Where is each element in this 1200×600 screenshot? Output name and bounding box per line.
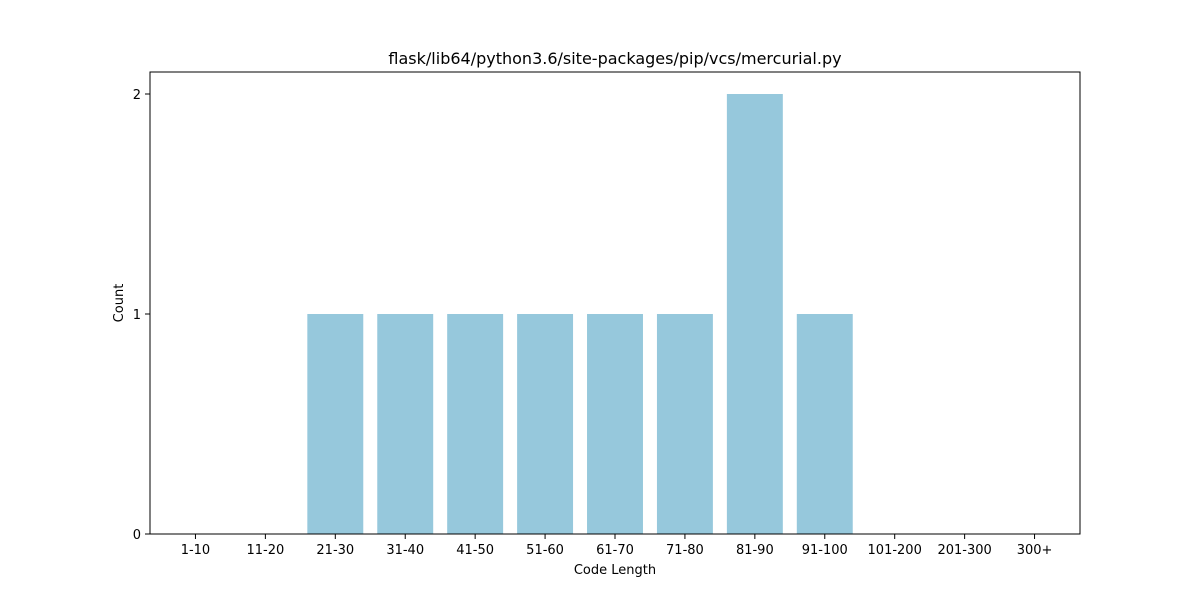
x-tick-label: 71-80 — [666, 543, 704, 558]
y-tick-label: 2 — [133, 88, 141, 103]
x-tick-label: 91-100 — [802, 543, 848, 558]
x-tick-label: 201-300 — [937, 543, 991, 558]
x-tick-label: 101-200 — [868, 543, 922, 558]
bars-layer — [307, 94, 853, 534]
y-axis: 0 1 2 — [133, 88, 150, 543]
x-axis-label: Code Length — [574, 563, 656, 578]
x-tick-label: 61-70 — [596, 543, 634, 558]
bar-21-30 — [307, 314, 364, 534]
x-tick-label: 1-10 — [181, 543, 211, 558]
x-tick-label: 11-20 — [246, 543, 284, 558]
y-axis-label: Count — [112, 284, 127, 323]
x-tick-label: 21-30 — [316, 543, 354, 558]
bar-81-90 — [726, 94, 783, 534]
bar-71-80 — [656, 314, 713, 534]
x-tick-label: 81-90 — [736, 543, 774, 558]
bar-61-70 — [587, 314, 643, 534]
x-axis: 1-10 11-20 21-30 31-40 41-50 51-60 61-70 71-80 8… — [181, 534, 1053, 558]
x-tick-label: 300+ — [1017, 543, 1053, 558]
x-tick-label: 51-60 — [526, 543, 564, 558]
y-tick-label: 1 — [133, 308, 141, 323]
chart-title: flask/lib64/python3.6/site-packages/pip/… — [388, 49, 841, 68]
bar-91-100 — [796, 314, 853, 534]
bar-31-40 — [377, 314, 434, 534]
bar-51-60 — [517, 314, 574, 534]
y-tick-label: 0 — [133, 528, 141, 543]
x-tick-label: 31-40 — [386, 543, 424, 558]
x-tick-label: 41-50 — [456, 543, 494, 558]
bar-41-50 — [447, 314, 504, 534]
